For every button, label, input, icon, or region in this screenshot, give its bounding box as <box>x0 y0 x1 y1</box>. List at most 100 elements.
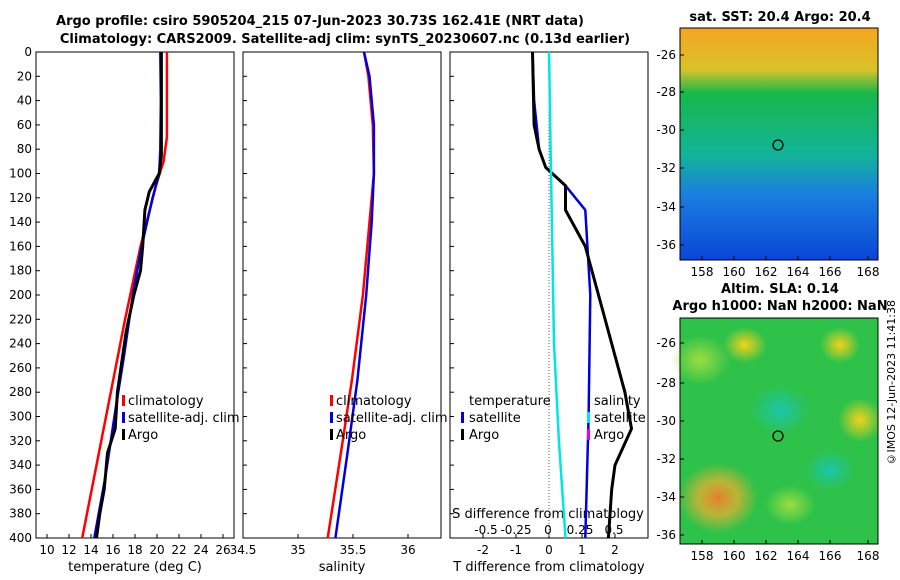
sst-argo-location-marker <box>772 139 784 151</box>
series-line-argo <box>95 52 163 539</box>
x-tick-label: 22 <box>171 543 186 557</box>
x-axis-label: temperature (deg C) <box>68 560 202 575</box>
x-axis-label: salinity <box>319 560 366 575</box>
x-tick-label: 12 <box>61 543 76 557</box>
map-x-tick-label: 164 <box>787 265 810 279</box>
x-tick-label: 10 <box>39 543 54 557</box>
map-x-tick-label: 166 <box>819 549 842 563</box>
y-tick-label: 400 <box>9 531 32 545</box>
map-x-tick-label: 168 <box>857 549 880 563</box>
y-tick-label: 80 <box>17 142 32 156</box>
sla-argo-location-marker <box>772 430 784 442</box>
legend-swatch <box>461 412 464 423</box>
y-tick-label: 220 <box>9 312 32 326</box>
y-tick-label: 40 <box>17 94 32 108</box>
map-x-tick-label: 158 <box>691 549 714 563</box>
x-tick-label: 34.5 <box>230 543 257 557</box>
sst-map-title: sat. SST: 20.4 Argo: 20.4 <box>689 10 871 25</box>
y-tick-label: 180 <box>9 264 32 278</box>
legend-label: climatology <box>128 394 204 409</box>
x-tick-label: 18 <box>127 543 142 557</box>
legend-label: salinity <box>594 394 641 409</box>
map-x-tick-label: 158 <box>691 265 714 279</box>
legend-label: satellite <box>469 411 521 426</box>
y-tick-label: 360 <box>9 482 32 496</box>
y-tick-label: 160 <box>9 239 32 253</box>
x-tick-label: 26 <box>215 543 230 557</box>
map-y-tick-label: -26 <box>656 48 676 62</box>
x-tick-label: 0 <box>545 543 553 557</box>
x-tick-label-2: -0.25 <box>500 523 531 537</box>
x-tick-label-2: -0.5 <box>474 523 497 537</box>
y-tick-label: 340 <box>9 458 32 472</box>
y-tick-label: 200 <box>9 288 32 302</box>
map-y-tick-label: -36 <box>656 528 676 542</box>
profile-charts: 0204060801001201401601802002202402602803… <box>9 45 649 575</box>
map-y-tick-label: -34 <box>656 200 676 214</box>
map-x-tick-label: 164 <box>787 549 810 563</box>
legend-label: climatology <box>336 394 412 409</box>
legend-swatch <box>122 429 125 440</box>
y-tick-label: 0 <box>24 45 32 59</box>
figure-title-line1: Argo profile: csiro 5905204_215 07-Jun-2… <box>56 14 584 29</box>
y-tick-label: 280 <box>9 385 32 399</box>
sla-map-frame <box>679 317 879 545</box>
y-tick-label: 260 <box>9 361 32 375</box>
panel-2-frame <box>242 51 442 539</box>
legend-swatch <box>330 412 333 423</box>
legend-label: Argo <box>128 428 158 443</box>
legend-label: Argo <box>594 428 624 443</box>
x-tick-label: 35 <box>290 543 305 557</box>
map-y-tick-label: -34 <box>656 490 676 504</box>
map-y-tick-label: -30 <box>656 414 676 428</box>
y-tick-label: 120 <box>9 191 32 205</box>
legend-label: Argo <box>336 428 366 443</box>
x-tick-label: 20 <box>149 543 164 557</box>
legend-label: Argo <box>469 428 499 443</box>
map-y-tick-label: -26 <box>656 336 676 350</box>
map-y-tick-label: -30 <box>656 123 676 137</box>
y-tick-label: 320 <box>9 434 32 448</box>
x-axis-label-2: S difference from climatology <box>452 507 644 522</box>
y-tick-label: 300 <box>9 410 32 424</box>
x-tick-label: -1 <box>510 543 522 557</box>
figure-title-line2: Climatology: CARS2009. Satellite-adj cli… <box>59 32 631 47</box>
sla-map-title: Altim. SLA: 0.14 <box>721 282 839 297</box>
x-tick-label: 24 <box>193 543 208 557</box>
x-tick-label: 14 <box>83 543 98 557</box>
x-tick-label: -2 <box>477 543 489 557</box>
sla-map-subtitle: Argo h1000: NaN h2000: NaN <box>672 299 888 314</box>
legend-label: satellite-adj. clim <box>336 411 448 426</box>
y-tick-label: 240 <box>9 337 32 351</box>
map-x-tick-label: 160 <box>723 549 746 563</box>
map-x-tick-label: 166 <box>819 265 842 279</box>
legend-swatch <box>122 412 125 423</box>
y-tick-label: 20 <box>17 69 32 83</box>
map-y-tick-label: -28 <box>656 85 676 99</box>
legend-label: satellite-adj. clim <box>128 411 240 426</box>
x-tick-label: 2 <box>611 543 619 557</box>
legend-label: temperature <box>469 394 551 409</box>
map-y-tick-label: -28 <box>656 376 676 390</box>
altim-sla-map: 158 160 162 164 166 168 -26 -28 -30 -32 -34 -36 <box>656 317 882 563</box>
sst-map-frame <box>679 27 879 261</box>
x-tick-label: 35.5 <box>340 543 367 557</box>
map-y-tick-label: -36 <box>656 238 676 252</box>
x-tick-label-2: 0 <box>544 523 552 537</box>
legend-swatch <box>587 412 590 423</box>
x-tick-label: 36 <box>400 543 415 557</box>
map-x-tick-label: 162 <box>755 549 778 563</box>
map-x-tick-label: 168 <box>857 265 880 279</box>
map-x-tick-label: 160 <box>723 265 746 279</box>
x-tick-label-2: 0.25 <box>567 523 594 537</box>
series-line-temperature-argo <box>531 51 633 539</box>
map-y-tick-label: -32 <box>656 161 676 175</box>
sst-field <box>680 28 878 260</box>
legend-swatch <box>330 395 333 406</box>
y-tick-label: 60 <box>17 118 32 132</box>
legend-swatch <box>122 395 125 406</box>
series-line-salinity-satellite <box>547 51 567 539</box>
x-axis-label: T difference from climatology <box>452 560 645 575</box>
x-tick-label: 16 <box>105 543 120 557</box>
